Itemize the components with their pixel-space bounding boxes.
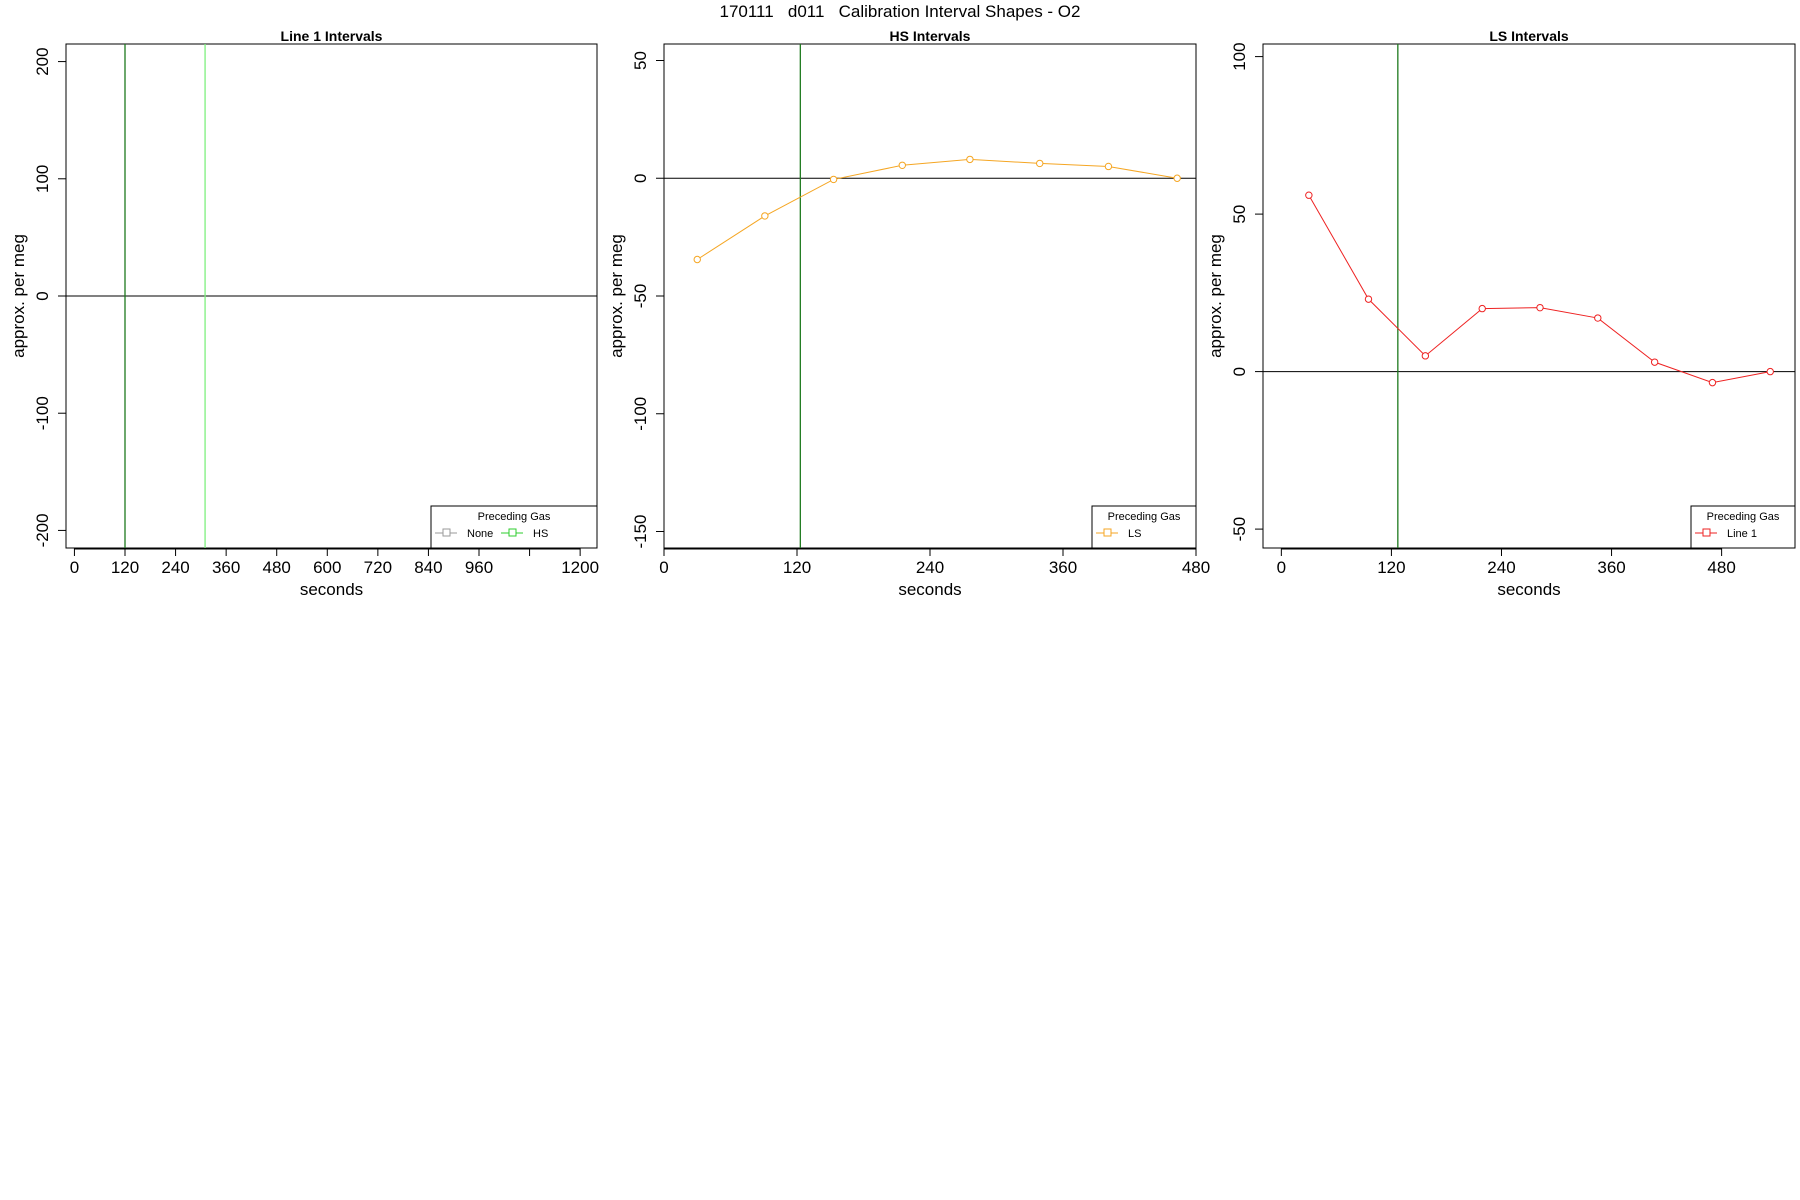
x-tick-label: 240 [161,558,189,577]
y-tick-label: -100 [631,397,650,431]
x-tick-label: 360 [1597,558,1625,577]
page-title: 170111 d011 Calibration Interval Shapes … [719,2,1081,21]
data-point [1421,352,1430,360]
legend-entry-label: Line 1 [1727,528,1757,540]
x-tick-label: 840 [414,558,442,577]
x-tick-label: 960 [465,558,493,577]
chart-title: LS Intervals [1489,28,1569,44]
x-tick-label: 480 [1707,558,1735,577]
x-axis-label: seconds [1497,580,1560,599]
data-point [761,212,769,220]
legend-box [1690,505,1796,549]
x-tick-label: 120 [111,558,139,577]
y-tick-label: -100 [33,396,52,430]
data-point [1594,314,1602,322]
data-point [1650,358,1659,366]
legend-swatch-marker [508,528,517,537]
y-tick-label: -50 [631,284,650,309]
x-axis-label: seconds [898,580,961,599]
x-tick-label: 360 [212,558,240,577]
x-tick-label: 0 [1277,558,1286,577]
legend-title: Preceding Gas [1707,511,1780,523]
data-point [1104,162,1113,171]
legend: Preceding Gas Line 1 [1690,505,1796,549]
legend: Preceding Gas None HS [430,505,598,549]
x-tick-label: 720 [364,558,392,577]
series-line [696,158,1178,260]
y-axis-label: approx. per meg [9,234,28,358]
data-point [1173,174,1181,182]
x-tick-label: 240 [916,558,944,577]
x-tick-label: 120 [1377,558,1405,577]
data-point [1536,303,1544,312]
y-tick-label: 200 [33,47,52,75]
panel-ls-intervals: LS Intervals 0 120 240 360 480 seconds -50 0 50 10… [1206,28,1796,599]
y-tick-label: 0 [631,174,650,183]
x-tick-label: 1200 [561,558,599,577]
x-tick-label: 480 [263,558,291,577]
legend-swatch-marker [1103,528,1112,537]
y-tick-label: 0 [33,291,52,300]
legend-entry-label: LS [1128,528,1141,540]
y-axis-label: approx. per meg [1206,234,1225,358]
panel-hs-intervals: HS Intervals 0 120 240 360 480 seconds -150 -100… [607,28,1210,599]
legend-swatch-marker [1702,528,1711,537]
data-point [829,175,838,184]
plot-frame [663,43,1197,549]
data-point [1305,191,1313,199]
data-point [1478,304,1486,313]
x-tick-label: 360 [1049,558,1077,577]
y-tick-label: 100 [33,165,52,193]
legend-swatch-marker [442,528,451,537]
x-tick-label: 480 [1182,558,1210,577]
series-line [1308,194,1771,384]
data-point [1364,295,1373,303]
y-tick-label: -50 [1230,517,1249,542]
x-tick-label: 0 [659,558,668,577]
data-point [1708,378,1717,387]
y-tick-label: -150 [631,514,650,548]
x-axis-label: seconds [300,580,363,599]
data-point [1766,367,1774,376]
legend-title: Preceding Gas [478,511,551,523]
y-tick-label: 0 [1230,367,1249,376]
y-tick-label: 100 [1230,42,1249,70]
data-point [966,155,974,164]
data-point [898,161,906,169]
data-point [693,255,701,264]
y-tick-label: -200 [33,513,52,547]
legend-title: Preceding Gas [1108,511,1181,523]
legend-entry-label: None [467,528,493,540]
x-tick-label: 0 [70,558,79,577]
y-tick-label: 50 [1230,205,1249,224]
plot-frame [1262,43,1796,549]
data-point [1036,159,1044,168]
chart-title: Line 1 Intervals [281,28,383,44]
y-axis-label: approx. per meg [607,234,626,358]
x-tick-label: 240 [1487,558,1515,577]
legend-box [1091,505,1197,549]
x-tick-label: 600 [313,558,341,577]
legend-box [430,505,598,549]
x-tick-label: 120 [783,558,811,577]
panel-line1-intervals: Line 1 Intervals 0 120 240 360 480 600 720 840 96… [9,28,599,599]
legend-entry-label: HS [533,528,548,540]
y-tick-label: 50 [631,51,650,70]
legend: Preceding Gas LS [1091,505,1197,549]
chart-title: HS Intervals [890,28,971,44]
